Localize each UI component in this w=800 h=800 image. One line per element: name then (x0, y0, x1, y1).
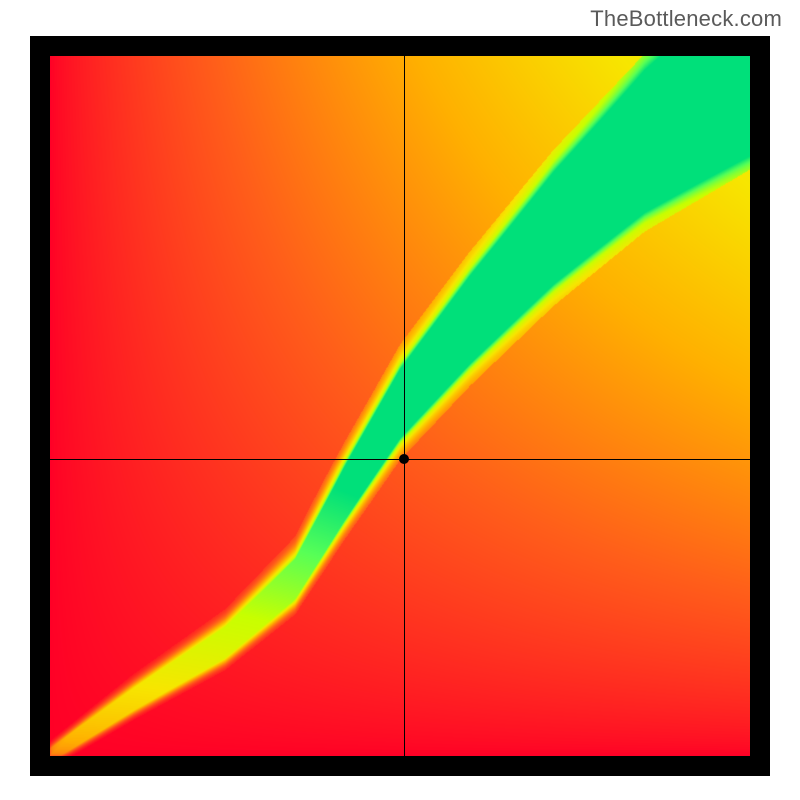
attribution-text: TheBottleneck.com (590, 6, 782, 32)
crosshair-vertical (404, 56, 405, 756)
marker-dot (399, 454, 409, 464)
chart-plot-area (50, 56, 750, 756)
chart-frame (30, 36, 770, 776)
chart-container: TheBottleneck.com (0, 0, 800, 800)
heatmap-canvas (50, 56, 750, 756)
